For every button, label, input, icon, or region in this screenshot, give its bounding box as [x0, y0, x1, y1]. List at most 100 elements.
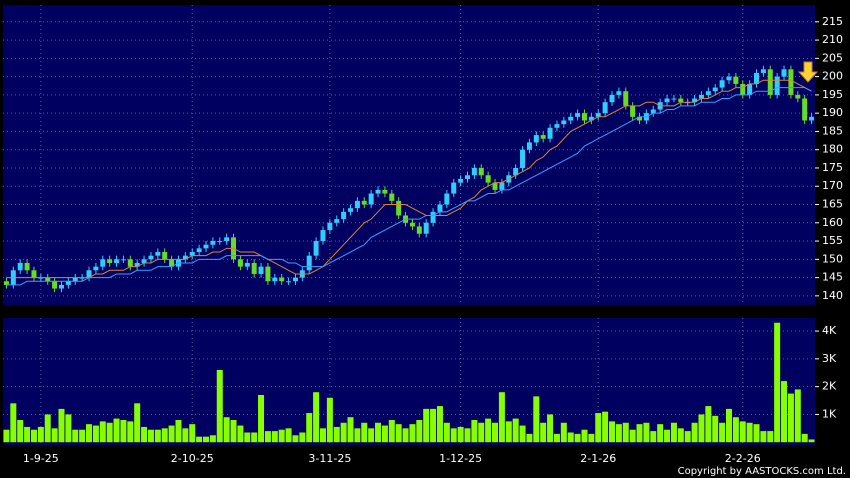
candle-body [802, 98, 808, 121]
candle-body [416, 226, 422, 234]
volume-bar [264, 431, 271, 443]
candle-body [79, 277, 85, 279]
candle-body [155, 252, 161, 256]
volume-bar [278, 429, 285, 443]
y-tick-label: 205 [822, 51, 843, 64]
candle-body [17, 262, 23, 271]
candle-body [244, 262, 250, 267]
volume-bar [643, 422, 650, 443]
candle-body [313, 241, 319, 256]
candle-body [692, 98, 698, 103]
volume-bar [512, 418, 519, 443]
volume-bar [368, 428, 375, 443]
candle-body [526, 142, 532, 150]
volume-bar [519, 425, 526, 443]
candle-body [203, 244, 209, 249]
volume-bar [326, 397, 333, 443]
candle-body [189, 252, 195, 256]
candle-body [162, 252, 168, 260]
candle-body [396, 200, 402, 216]
volume-bar [416, 419, 423, 443]
signal-arrow [797, 61, 819, 83]
volume-bar [746, 422, 753, 443]
candle-body [141, 259, 147, 263]
candle-body [100, 259, 106, 267]
candle-body [595, 113, 601, 117]
y-tick-label: 3K [822, 352, 837, 365]
candle-body [568, 116, 574, 121]
candle-body [520, 149, 526, 168]
candle-body [698, 94, 704, 99]
volume-bar [664, 429, 671, 443]
volume-bar [615, 424, 622, 443]
candle-body [148, 255, 154, 260]
candle-body [561, 120, 567, 125]
volume-bar [794, 389, 801, 443]
volume-bar [609, 421, 615, 443]
candle-body [464, 175, 470, 179]
volume-bar [705, 406, 712, 443]
volume-bar [560, 422, 567, 443]
candle-body [286, 281, 292, 283]
moving-average-line [6, 79, 812, 279]
candle-body [58, 284, 64, 289]
volume-bar [134, 403, 141, 443]
candle-body [224, 237, 230, 242]
candle-body [258, 266, 264, 274]
volume-bar [244, 432, 251, 443]
volume-bar [492, 422, 499, 443]
volume-bar [595, 413, 602, 443]
candle-body [182, 255, 188, 260]
y-tick-label: 170 [822, 179, 843, 192]
volume-bar [58, 408, 65, 443]
volume-bar [306, 413, 313, 443]
y-tick-label: 185 [822, 124, 843, 137]
candle-body [492, 182, 498, 190]
candle-body [368, 193, 374, 205]
candle-body [444, 193, 450, 205]
volume-bar [223, 417, 230, 443]
candle-body [334, 219, 340, 223]
candle-body [265, 266, 271, 282]
volume-bar [30, 429, 37, 443]
candle-body [72, 277, 78, 282]
candle-body [327, 222, 333, 231]
y-tick-label: 140 [822, 289, 843, 302]
volume-bar [216, 369, 223, 443]
candle-body [588, 116, 594, 121]
candle-body [554, 124, 560, 128]
candle-body [458, 178, 464, 183]
candle-body [616, 91, 622, 95]
volume-bar [801, 433, 808, 443]
candle-body [292, 277, 298, 282]
candle-body [120, 259, 126, 261]
candle-body [38, 277, 44, 279]
candle-body [423, 222, 429, 234]
x-tick-label: 3-11-25 [308, 452, 351, 465]
volume-bar [258, 394, 265, 443]
candle-body [630, 105, 636, 117]
volume-bar [450, 428, 457, 443]
volume-bar [361, 422, 368, 443]
y-tick-label: 1K [822, 407, 837, 420]
candle-body [389, 193, 395, 201]
volume-bar [567, 432, 574, 443]
candle-body [671, 98, 677, 100]
candle-body [485, 175, 491, 183]
candle-body [513, 167, 519, 176]
volume-bar [375, 422, 382, 443]
volume-bar [457, 426, 464, 443]
x-tick-label: 2-10-25 [171, 452, 214, 465]
volume-bar [251, 432, 258, 443]
y-tick-label: 165 [822, 198, 843, 211]
volume-bar [636, 424, 643, 443]
y-tick-label: 215 [822, 15, 843, 28]
y-tick-label: 200 [822, 70, 843, 83]
volume-bar [691, 422, 698, 443]
volume-bar [271, 431, 278, 443]
y-tick-label: 2K [822, 380, 837, 393]
volume-bar [547, 414, 554, 443]
volume-bar [657, 424, 664, 443]
volume-bar [106, 422, 113, 443]
candle-body [430, 211, 436, 223]
